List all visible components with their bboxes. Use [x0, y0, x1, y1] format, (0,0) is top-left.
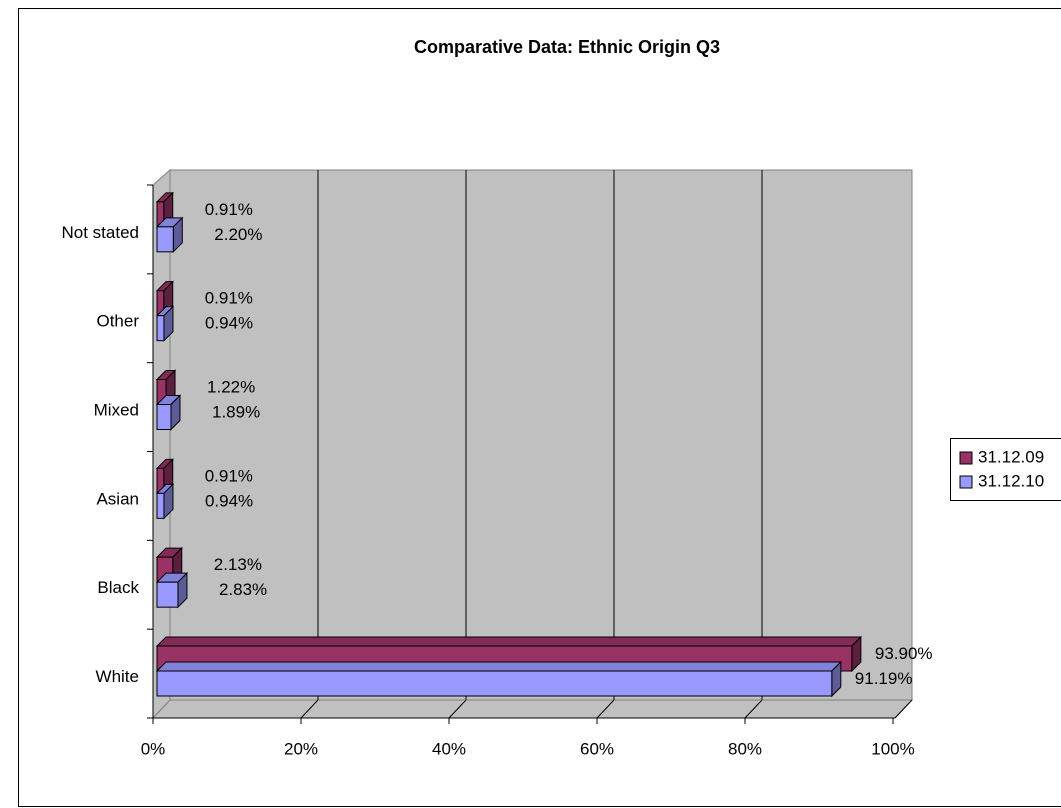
data-label: 91.19%: [855, 669, 913, 688]
bar: [155, 660, 843, 698]
bar-face: [155, 661, 843, 672]
legend: [950, 438, 1061, 501]
y-tick-label: White: [96, 667, 139, 686]
bar: [155, 571, 189, 609]
x-tick-label: 60%: [580, 739, 614, 758]
bar: [155, 305, 175, 342]
bar-face: [156, 226, 174, 253]
legend-label: 31.12.10: [978, 471, 1044, 490]
grid-line: [300, 699, 319, 719]
grid-line: [596, 699, 615, 719]
data-label: 0.91%: [205, 466, 253, 485]
data-label: 0.91%: [205, 200, 253, 219]
bar-face: [155, 636, 863, 647]
data-label: 2.13%: [214, 555, 262, 574]
data-label: 2.20%: [214, 225, 262, 244]
bar: [155, 216, 184, 254]
y-tick-label: Not stated: [62, 223, 140, 242]
floor: [151, 699, 914, 719]
grid-line: [744, 699, 763, 719]
legend-label: 31.12.09: [978, 447, 1044, 466]
data-label: 0.94%: [205, 314, 253, 333]
floor-edge: [894, 699, 913, 719]
x-tick-label: 0%: [141, 739, 166, 758]
x-tick-label: 80%: [728, 739, 762, 758]
grid-line: [448, 699, 467, 719]
data-label: 1.89%: [212, 402, 260, 421]
bar-face: [156, 492, 165, 519]
data-label: 0.91%: [205, 289, 253, 308]
bar-face: [156, 670, 833, 697]
x-tick-label: 20%: [284, 739, 318, 758]
y-tick-label: Black: [97, 578, 139, 597]
x-tick-label: 100%: [871, 739, 914, 758]
y-tick-label: Other: [96, 312, 139, 331]
chart-title: Comparative Data: Ethnic Origin Q3: [414, 37, 720, 57]
bar: [155, 394, 182, 431]
legend-swatch: [959, 451, 973, 465]
bar: [155, 483, 175, 520]
y-tick-label: Asian: [96, 489, 139, 508]
data-label: 0.94%: [205, 491, 253, 510]
back-wall: [169, 169, 913, 701]
data-label: 1.22%: [207, 377, 255, 396]
data-label: 93.90%: [875, 644, 933, 663]
bar-face: [156, 581, 179, 608]
legend-swatch: [959, 475, 973, 489]
x-tick-label: 40%: [432, 739, 466, 758]
bar-face: [156, 404, 172, 430]
y-tick-label: Mixed: [94, 401, 139, 420]
bar-face: [156, 315, 165, 342]
data-label: 2.83%: [219, 580, 267, 599]
